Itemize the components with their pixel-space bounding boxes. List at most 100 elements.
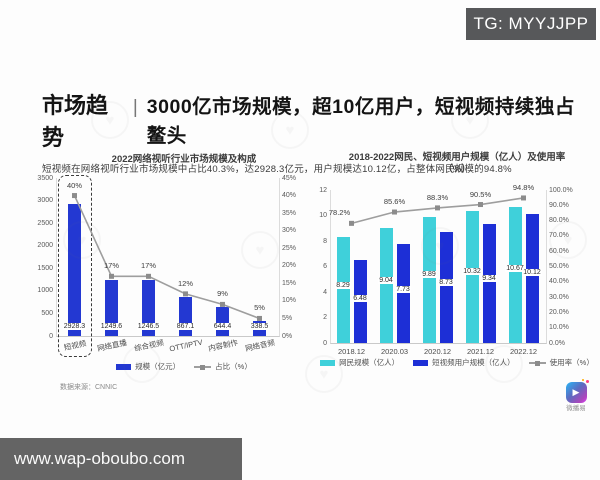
page-subtitle: 短视频在网络视听行业市场规模中占比40.3%，达2928.3亿元，用户规模达10… [42, 164, 512, 175]
line-point-label: 88.3% [426, 192, 449, 202]
legend-item: 规模（亿元） [116, 361, 180, 372]
legend-label: 规模（亿元） [135, 362, 181, 371]
legend-item: 短视频用户规模（亿人） [413, 357, 515, 368]
line-point-label: 17% [140, 261, 156, 271]
bar-value-label: 2928.3 [55, 322, 95, 331]
y-axis-tick-left: 8 [323, 237, 327, 245]
logo-dot-icon [585, 380, 589, 383]
y-axis-tick-left: 0 [49, 332, 53, 340]
bar-value-text: 1249.6 [99, 323, 124, 330]
highlight-dashed-box [58, 175, 92, 357]
chart-plot-left: 3500 3000 2500 2000 1500 1000 500 0 45% 40% 35% 30%… [37, 148, 330, 398]
url-watermark-badge: www.wap-oboubo.com [0, 438, 242, 480]
bar-value-text: 8.73 [438, 278, 454, 286]
source-note: 数据来源：CNNIC [60, 384, 118, 391]
bar-网民规模（亿人）-2018.12 [336, 237, 350, 343]
bar-value-text: 867.1 [175, 323, 196, 330]
x-axis-category: 2020.03 [380, 347, 409, 356]
bar-value-text: 6.48 [352, 294, 368, 302]
bar-规模（亿元）-短视频 [68, 203, 81, 336]
bar-value-text: 338.5 [249, 323, 270, 330]
bar-value-label: 9.89 [409, 270, 449, 279]
title-separator: | [132, 97, 138, 118]
plot-area [56, 178, 280, 337]
y-axis-tick-right: 40.0% [549, 278, 569, 286]
bar-value-label: 6.48 [340, 294, 380, 303]
line-point-label: 9% [217, 289, 228, 299]
bar-value-label: 1249.6 [92, 322, 132, 331]
bar-value-label: 10.12 [512, 268, 552, 277]
x-axis-category: 2021.12 [466, 347, 495, 356]
y-axis-tick-right: 100.0% [549, 186, 573, 194]
legend-swatch-icon [320, 359, 336, 366]
bar-value-text: 9.89 [421, 270, 437, 278]
line-point-label: 17% [103, 261, 119, 271]
bar-value-text: 8.29 [335, 281, 351, 289]
bar-value-text: 9.34 [481, 274, 497, 282]
y-axis-tick-left: 6 [323, 263, 327, 270]
bar-value-label: 338.5 [240, 322, 280, 331]
y-axis-tick-left: 0 [323, 339, 327, 347]
legend-label: 占比（%） [215, 362, 252, 371]
x-axis-category: 2018.12 [337, 347, 366, 356]
y-axis-tick-right: 5% [282, 314, 293, 322]
y-axis-tick-right: 30% [282, 227, 297, 235]
y-axis-tick-right: 15% [282, 279, 297, 287]
bar-短视频用户规模（亿人）-2020.03 [396, 244, 410, 343]
legend-swatch-icon [413, 359, 429, 366]
legend-label: 网民规模（亿人） [339, 358, 400, 367]
slide-header: 市场趋势 | 3000亿市场规模，超10亿用户，短视频持续独占鳌头 短视频在网络… [42, 88, 582, 175]
legend-label: 使用率（%） [549, 358, 594, 367]
chart-legend-left: 规模（亿元） 占比（%） [38, 361, 330, 372]
bar-value-label: 8.29 [323, 281, 363, 290]
y-axis-tick-left: 4 [323, 288, 327, 296]
trend-line [349, 195, 526, 226]
y-axis-tick-right: 90.0% [549, 201, 569, 209]
legend-item: 占比（%） [194, 361, 252, 372]
y-axis-tick-right: 20% [282, 262, 297, 270]
bar-value-text: 7.73 [395, 285, 411, 293]
chart-market-size-composition: 2022网络视听行业市场规模及构成 3500 3000 2500 2000 1500 10… [37, 148, 330, 398]
legend-item: 使用率（%） [528, 357, 594, 368]
bar-短视频用户规模（亿人）-2018.12 [353, 260, 367, 343]
y-axis-tick-right: 70.0% [549, 232, 569, 240]
legend-line-marker-icon [528, 359, 546, 366]
y-axis-tick-right: 25% [282, 244, 297, 252]
play-button-icon: ▶ [565, 379, 589, 403]
y-axis-tick-left: 2 [323, 314, 327, 321]
bar-value-label: 9.04 [366, 276, 406, 285]
y-axis-tick-left: 12 [319, 186, 327, 194]
line-point-label: 94.8% [512, 182, 535, 192]
y-axis-tick-left: 1000 [37, 287, 53, 295]
chart-title-right: 2018-2022网民、短视频用户规模（亿人）及使用率 （%） [316, 152, 598, 176]
bar-网民规模（亿人）-2020.12 [422, 216, 436, 343]
bar-value-label: 10.32 [452, 267, 492, 276]
bar-value-text: 644.4 [212, 323, 233, 330]
brand-logo: ▶ 微播易 [558, 379, 594, 412]
bar-value-label: 1246.5 [129, 322, 169, 331]
bar-短视频用户规模（亿人）-2022.12 [525, 213, 539, 343]
chart-title-right-line1: 2018-2022网民、短视频用户规模（亿人）及使用率 [348, 152, 566, 163]
y-axis-tick-left: 3500 [37, 174, 53, 182]
brand-logo-text: 微播易 [566, 405, 586, 412]
bar-value-label: 10.67 [495, 264, 535, 273]
y-axis-tick-left: 3000 [37, 197, 53, 205]
y-axis-tick-right: 20.0% [549, 308, 569, 316]
x-axis-category: 2020.12 [423, 347, 452, 356]
bar-value-label: 8.73 [426, 278, 466, 287]
bar-网民规模（亿人）-2021.12 [465, 211, 479, 343]
chart-title-left: 2022网络视听行业市场规模及构成 [111, 154, 257, 165]
line-point-label: 5% [254, 303, 265, 313]
legend-item: 网民规模（亿人） [320, 357, 399, 368]
chart-title-right-line2: （%） [443, 164, 471, 175]
y-axis-tick-left: 1500 [37, 264, 53, 272]
bar-value-label: 9.34 [469, 274, 509, 283]
chart-user-scale-usage: 2018-2022网民、短视频用户规模（亿人）及使用率 （%） 12 10 8 6 4 2… [316, 146, 598, 396]
chart-legend-right: 网民规模（亿人） 短视频用户规模（亿人） 使用率（%） [316, 357, 598, 368]
y-axis-tick-right: 60.0% [549, 247, 569, 255]
bar-规模（亿元）-综合视频 [142, 279, 155, 336]
bar-value-text: 10.12 [522, 269, 542, 277]
trend-line [72, 193, 262, 321]
y-axis-tick-right: 30.0% [549, 293, 569, 301]
